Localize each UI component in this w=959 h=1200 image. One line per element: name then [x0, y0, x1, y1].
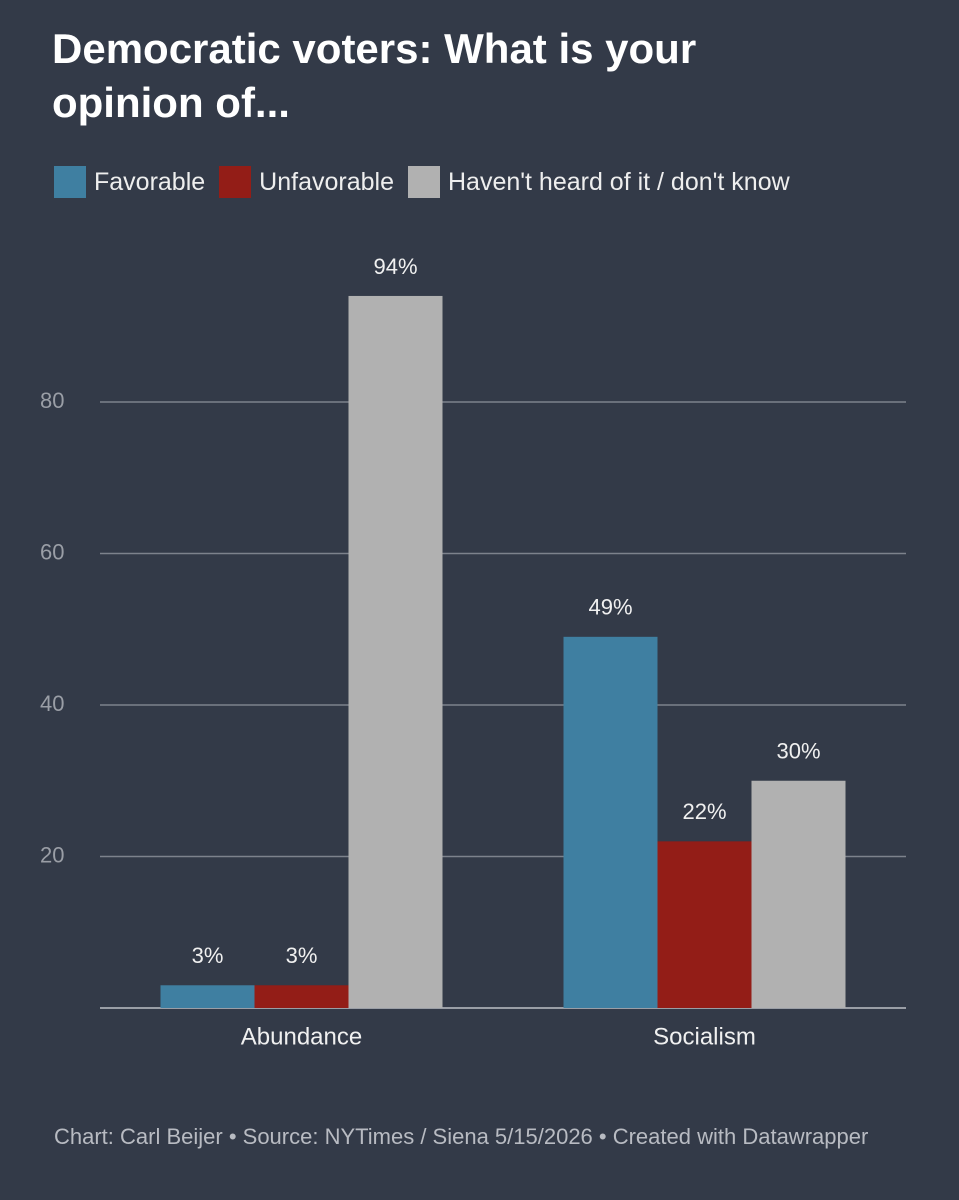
y-tick-label: 80 — [40, 388, 64, 413]
value-label: 3% — [192, 943, 224, 968]
legend-swatch — [219, 166, 252, 198]
legend-swatch — [407, 166, 440, 198]
y-tick-label: 60 — [40, 539, 64, 564]
y-tick-label: 40 — [40, 691, 64, 716]
footer: Chart: Carl Beijer • Source: NYTimes / S… — [54, 1124, 869, 1149]
legend-item: Favorable — [54, 166, 205, 198]
chart: 20 40 60 80 Abundance 3% 3% 94% Socialism 49% 22% 3… — [40, 254, 906, 1050]
legend: Favorable Unfavorable Haven't heard of it … — [54, 166, 790, 198]
legend-swatch — [54, 166, 86, 198]
x-tick-label: Socialism — [653, 1023, 756, 1050]
value-label: 94% — [373, 254, 417, 279]
value-label: 3% — [286, 943, 318, 968]
value-label: 22% — [682, 799, 726, 824]
legend-item: Haven't heard of it / don't know — [407, 166, 790, 198]
x-tick-label: Abundance — [241, 1023, 362, 1050]
legend-label: Favorable — [94, 167, 206, 196]
bar — [254, 985, 349, 1008]
legend-item: Unfavorable — [219, 166, 394, 198]
y-tick-label: 20 — [40, 842, 64, 867]
legend-label: Haven't heard of it / don't know — [447, 167, 790, 196]
value-label: 49% — [588, 595, 632, 620]
legend-label: Unfavorable — [259, 167, 394, 196]
bar — [348, 295, 443, 1008]
value-label: 30% — [776, 739, 820, 764]
bar — [160, 985, 255, 1008]
bar — [563, 636, 658, 1008]
bar — [751, 780, 846, 1008]
chart-title: Democratic voters: What is your opinion … — [52, 25, 697, 126]
bar — [657, 841, 752, 1008]
